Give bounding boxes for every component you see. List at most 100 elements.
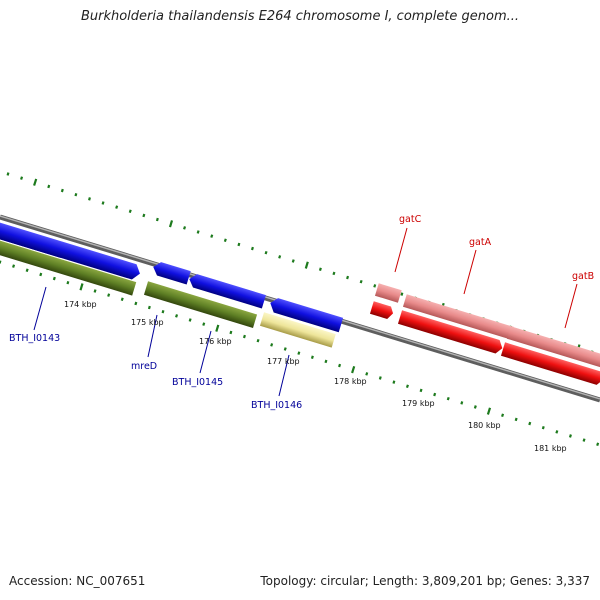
inner-ring-minor-tick [405,384,409,389]
gene-pseudo-bar[interactable] [259,312,336,348]
inner-ring-minor-tick [392,380,396,384]
outer-ring-minor-tick [88,197,91,201]
kbp-label-174: 174 kbp [64,300,97,309]
gene-bth-i0146-arrow[interactable] [268,296,344,333]
inner-ring-minor-tick [147,305,151,310]
inner-ring-minor-tick [175,314,179,318]
inner-ring-major-tick [351,365,356,374]
inner-ring-minor-tick [52,276,56,281]
outer-ring-minor-tick [278,255,282,259]
outer-ring-minor-tick [47,184,51,189]
leader-gata [463,249,477,295]
gene-label-gatc[interactable]: gatC [399,214,422,225]
gene-gata-light[interactable] [402,294,514,340]
inner-ring-minor-tick [310,355,314,359]
page-title: Burkholderia thailandensis E264 chromoso… [80,9,520,24]
outer-ring-minor-tick [332,271,336,276]
gene-gata-dark[interactable] [397,310,504,355]
gene-reverse-left-bar[interactable] [0,240,137,296]
gene-label-mred[interactable]: mreD [131,361,157,372]
outer-ring-minor-tick [250,246,254,251]
outer-ring-minor-tick [155,217,159,222]
outer-ring-minor-tick [74,192,78,197]
gene-bth-i0145-arrow[interactable] [187,272,266,309]
inner-ring-major-tick [486,407,492,415]
outer-ring-major-tick [168,220,174,228]
leader-bth-i0146 [278,354,290,397]
inner-ring-minor-tick [297,351,301,355]
accession-text: Accession: NC_007651 [9,574,146,588]
gene-gatb-dark[interactable] [500,342,600,386]
outer-ring-minor-tick [20,176,24,180]
inner-ring-minor-tick [378,376,382,380]
outer-ring-minor-tick [6,172,10,176]
outer-ring-minor-tick [264,250,268,255]
inner-ring-minor-tick [270,343,274,347]
inner-ring-major-tick [79,283,84,291]
inner-ring-minor-tick [446,396,450,401]
inner-ring-minor-tick [93,289,97,293]
outer-ring-major-tick [304,261,309,269]
topology-text: Topology: circular; Length: 3,809,201 bp… [260,574,590,588]
inner-ring-minor-tick [528,421,532,426]
kbp-label-180: 180 kbp [468,421,501,430]
outer-ring-minor-tick [142,213,146,218]
kbp-label-181: 181 kbp [534,444,567,453]
leader-bth-i0145 [199,330,212,374]
inner-ring-minor-tick [242,334,246,339]
outer-ring-minor-tick [183,226,187,230]
gene-label-gata[interactable]: gatA [469,237,492,248]
gene-reverse-middle-bar[interactable] [143,281,258,328]
gene-bth-i0143-arrow[interactable] [0,222,142,281]
inner-ring-minor-tick [324,359,328,364]
inner-ring-minor-tick [229,330,233,335]
outer-ring-minor-tick [373,284,377,288]
outer-ring-minor-tick [400,292,404,296]
inner-ring-minor-tick [25,268,29,273]
outer-ring-minor-tick [196,230,200,234]
inner-ring-major-tick [215,324,220,332]
gene-gatc-light[interactable] [374,283,402,303]
gene-gatc-dark[interactable] [369,301,395,320]
kbp-label-176: 176 kbp [199,337,232,346]
inner-ring-minor-tick [473,405,477,409]
inner-ring-minor-tick [256,338,260,343]
leader-bth-i0143 [33,286,47,331]
leader-gatc [394,227,408,273]
gene-label-bth-i0145[interactable]: BTH_I0145 [172,377,223,388]
gene-mred-arrow[interactable] [151,260,191,285]
outer-ring-minor-tick [101,201,105,205]
kbp-label-177: 177 kbp [267,357,300,366]
inner-ring-minor-tick [460,401,464,405]
outer-ring-minor-tick [210,234,214,238]
inner-ring-minor-tick [338,363,342,368]
outer-ring-minor-tick [60,188,64,193]
gene-label-bth-i0143[interactable]: BTH_I0143 [9,333,60,344]
outer-ring-minor-tick [115,205,119,209]
inner-ring-minor-tick [283,347,287,351]
inner-ring-minor-tick [501,413,505,418]
outer-ring-minor-tick [346,275,350,280]
gene-gatb-light[interactable] [506,326,600,371]
outer-ring-minor-tick [237,242,241,247]
inner-tick-ring [0,260,600,447]
kbp-label-178: 178 kbp [334,377,367,386]
inner-ring-minor-tick [202,322,206,326]
leader-mred [147,314,158,358]
inner-ring-minor-tick [66,280,70,285]
inner-ring-minor-tick [107,293,111,297]
inner-ring-minor-tick [582,438,586,442]
inner-ring-minor-tick [419,388,423,393]
gene-label-gatb[interactable]: gatB [572,271,594,282]
outer-ring-minor-tick [359,279,363,284]
inner-ring-minor-tick [555,430,559,434]
inner-ring-minor-tick [596,442,600,447]
inner-ring-minor-tick [568,434,572,438]
gene-label-bth-i0146[interactable]: BTH_I0146 [251,400,302,411]
kbp-label-179: 179 kbp [402,399,435,408]
inner-ring-minor-tick [365,372,369,376]
leader-gatb [564,283,578,329]
inner-ring-minor-tick [39,272,43,277]
outer-ring-minor-tick [223,238,227,243]
